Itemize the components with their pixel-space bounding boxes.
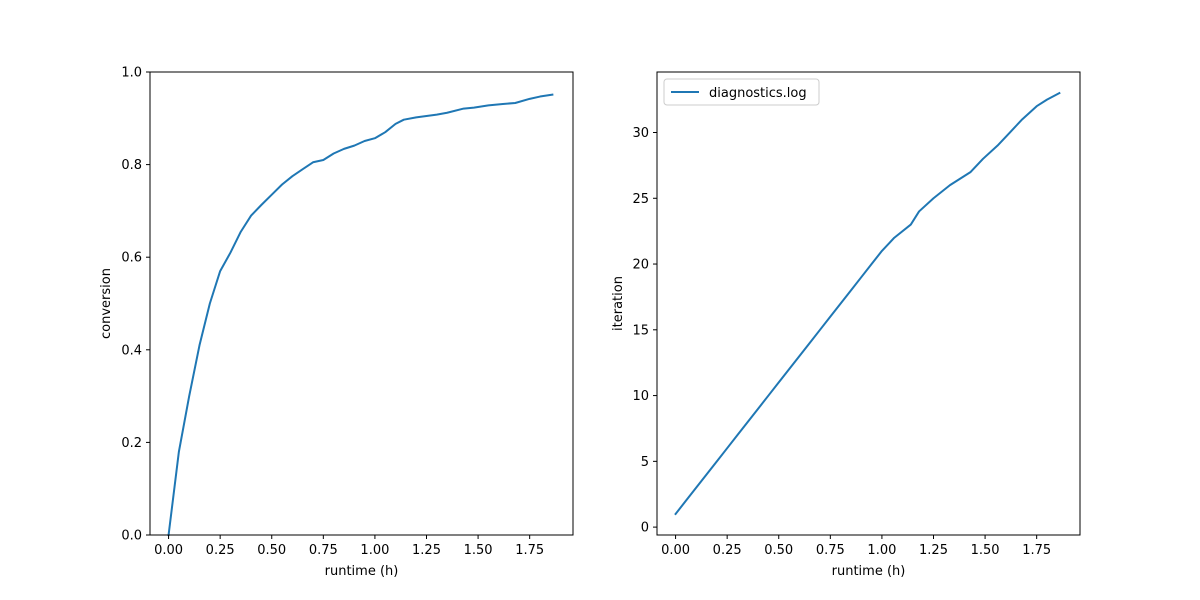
y-tick-label: 10 [632,389,649,404]
y-tick-label: 1.0 [121,66,142,81]
conversion-chart: 0.00 0.25 0.50 0.75 1.00 1.25 1.50 1.75 0.0 0.2 0.… [99,66,574,579]
x-tick-label: 1.50 [971,543,1000,558]
x-tick-label: 1.75 [515,543,544,558]
x-axis-label: runtime (h) [325,564,399,579]
y-tick-label: 0.0 [121,529,142,544]
y-tick-label: 0.2 [121,436,142,451]
x-tick-label: 0.75 [816,543,845,558]
x-tick-label: 0.00 [661,543,690,558]
x-tick-label: 1.50 [464,543,493,558]
x-tick-label: 0.50 [764,543,793,558]
x-tick-label: 1.00 [360,543,389,558]
legend: diagnostics.log [663,78,820,106]
series-line-diagnostics-log [674,91,1061,516]
y-tick-label: 0.6 [121,251,142,266]
y-axis-label: conversion [99,268,114,339]
x-axis-label: runtime (h) [832,564,906,579]
x-tick-label: 1.25 [412,543,441,558]
x-tick-label: 0.25 [713,543,742,558]
iteration-chart: 0.00 0.25 0.50 0.75 1.00 1.25 1.50 1.75 0 5 10 15 20… [611,71,1081,579]
x-tick-label: 0.75 [309,543,338,558]
x-tick-label: 0.50 [257,543,286,558]
x-tick-label: 1.25 [919,543,948,558]
y-tick-label: 0.4 [121,343,142,358]
y-tick-label: 25 [632,192,649,207]
x-tick-label: 1.75 [1022,543,1051,558]
y-tick-label: 5 [641,455,649,470]
y-tick-label: 0.8 [121,158,142,173]
y-tick-label: 0 [641,521,649,536]
axes-frame [656,71,1081,536]
legend-label: diagnostics.log [709,86,807,101]
y-tick-label: 30 [632,126,649,141]
x-tick-label: 0.00 [154,543,183,558]
x-tick-label: 1.00 [867,543,896,558]
legend-box [663,78,820,106]
series-line-0 [167,93,554,537]
y-tick-label: 15 [632,323,649,338]
y-tick-label: 20 [632,258,649,273]
y-axis-label: iteration [611,276,626,331]
axes-frame [149,71,574,536]
x-tick-label: 0.25 [206,543,235,558]
